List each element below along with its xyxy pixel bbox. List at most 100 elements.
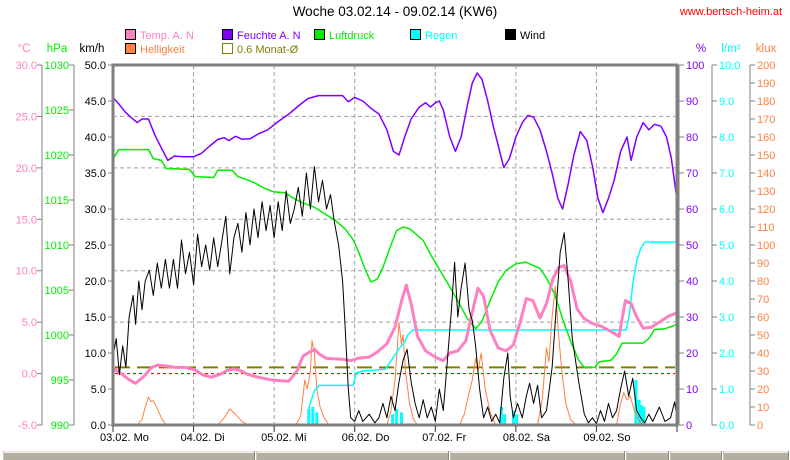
tick-label: 5.0 (22, 317, 37, 329)
tick-label: 2.0 (719, 348, 734, 360)
tick-label: 25.0 (85, 240, 106, 252)
tick-label: 130 (757, 186, 775, 198)
temp-swatch-icon (125, 29, 136, 40)
legend-label: Temp. A. N (140, 30, 194, 42)
regen-swatch-icon (410, 29, 421, 40)
tick-label: 50.0 (85, 60, 106, 72)
left-axis-hPa: hPa 1030 1025 1020 1015 1010 1005 1000 995 990 (45, 43, 75, 432)
tick-label: 5.0 (91, 384, 106, 396)
tick-label: 6.0 (719, 204, 734, 216)
tick-label: 40.0 (85, 132, 106, 144)
right-axis-klux: klux200190180170160150140130120110100908… (749, 43, 777, 432)
tick-label: 0 (686, 420, 692, 432)
tick-label: 5.0 (719, 240, 734, 252)
tick-label: 10.0 (719, 60, 740, 72)
legend-label: Regen (425, 30, 458, 42)
tick-label: 9.0 (719, 96, 734, 108)
tick-label: 150 (757, 150, 775, 162)
website-link[interactable]: www.bertsch-heim.at (679, 6, 782, 18)
tick-label: 170 (757, 114, 775, 126)
tick-label: 3.0 (719, 312, 734, 324)
tick-label: 30.0 (16, 60, 37, 72)
tick-label: 45.0 (85, 96, 106, 108)
tick-label: 1025 (45, 105, 69, 117)
series-helligkeit (136, 285, 644, 426)
series-temp-a-n (112, 264, 678, 385)
tick-label: -5.0 (18, 420, 37, 432)
taskbar-button-3[interactable] (450, 451, 625, 460)
taskbar-button-1[interactable] (3, 451, 255, 460)
tick-label: 0.0 (91, 420, 106, 432)
day-label: 05.02. Mi (261, 432, 306, 444)
taskbar-button-5[interactable] (670, 451, 722, 460)
day-label: 03.02. Mo (100, 432, 149, 444)
left-axis-°C: °C 30.0 25.0 20.0 15.0 10.0 5.0 0.0 -5.0 (16, 43, 43, 432)
tick-label: 10.0 (85, 348, 106, 360)
legend-item-helligkeit: Helligkeit (125, 43, 185, 56)
tick-label: 25.0 (16, 111, 37, 123)
tick-label: 20 (757, 384, 769, 396)
legend-item-wind: Wind (505, 29, 546, 42)
tick-label: 50 (686, 240, 698, 252)
axis-unit-label: °C (18, 43, 31, 55)
legend-label: Luftdruck (329, 30, 375, 42)
axis-unit-label: l/m² (721, 43, 740, 55)
tick-label: 15.0 (16, 214, 37, 226)
axis-unit-label: hPa (47, 43, 68, 55)
tick-label: 110 (757, 222, 775, 234)
day-label: 06.02. Do (342, 432, 390, 444)
axis-unit-label: km/h (80, 43, 105, 55)
tick-label: 10 (757, 402, 769, 414)
tick-label: 1005 (45, 285, 69, 297)
series-regen (307, 241, 677, 418)
legend-label: Helligkeit (140, 44, 185, 56)
tick-label: 0.0 (719, 420, 734, 432)
tick-label: 0.0 (22, 369, 37, 381)
axis-unit-label: % (696, 43, 706, 55)
tick-label: 30.0 (85, 204, 106, 216)
taskbar-button-2[interactable] (256, 451, 449, 460)
tick-label: 80 (757, 276, 769, 288)
day-label: 09.02. So (583, 432, 630, 444)
legend-label: 0.6 Monat-Ø (237, 44, 299, 56)
tick-label: 10 (686, 384, 698, 396)
tick-label: 1015 (45, 195, 69, 207)
rain-bars (307, 380, 646, 424)
tick-label: 200 (757, 60, 775, 72)
tick-label: 1000 (45, 330, 69, 342)
taskbar-button-6[interactable] (723, 451, 789, 460)
tick-label: 30 (757, 366, 769, 378)
left-axis-km/h: km/h 50.0 45.0 40.0 35.0 30.0 25.0 20.0 15.0 10.0… (80, 43, 114, 432)
legend-label: Wind (520, 30, 546, 42)
tick-label: 40 (757, 348, 769, 360)
tick-label: 0 (757, 420, 763, 432)
axis-unit-label: klux (756, 43, 777, 55)
page-title: Woche 03.02.14 - 09.02.14 (KW6) (292, 4, 498, 19)
tick-label: 20.0 (85, 276, 106, 288)
tick-label: 1030 (45, 60, 69, 72)
tick-label: 1020 (45, 150, 69, 162)
legend-label: Feuchte A. N (237, 30, 301, 42)
tick-label: 40 (686, 276, 698, 288)
tick-label: 20.0 (16, 163, 37, 175)
monat-swatch-icon (222, 43, 233, 54)
tick-label: 10.0 (16, 266, 37, 278)
legend-item-monat: 0.6 Monat-Ø (222, 43, 299, 56)
series-feuchte-a-n (112, 72, 678, 214)
tick-label: 140 (757, 168, 775, 180)
tick-label: 180 (757, 96, 775, 108)
tick-label: 100 (757, 240, 775, 252)
legend-item-temp: Temp. A. N (125, 29, 194, 42)
wind-swatch-icon (505, 29, 516, 40)
x-axis: 03.02. Mo 04.02. Di 05.02. Mi 06.02. Do 07.0… (100, 426, 678, 444)
series-luftdruck (112, 148, 678, 369)
tick-label: 4.0 (719, 276, 734, 288)
day-label: 04.02. Di (181, 432, 225, 444)
tick-label: 1.0 (719, 384, 734, 396)
series-wind (112, 166, 678, 425)
day-label: 08.02. Sa (503, 432, 551, 444)
feuchte-swatch-icon (222, 29, 233, 40)
taskbar-button-4[interactable] (626, 451, 669, 460)
